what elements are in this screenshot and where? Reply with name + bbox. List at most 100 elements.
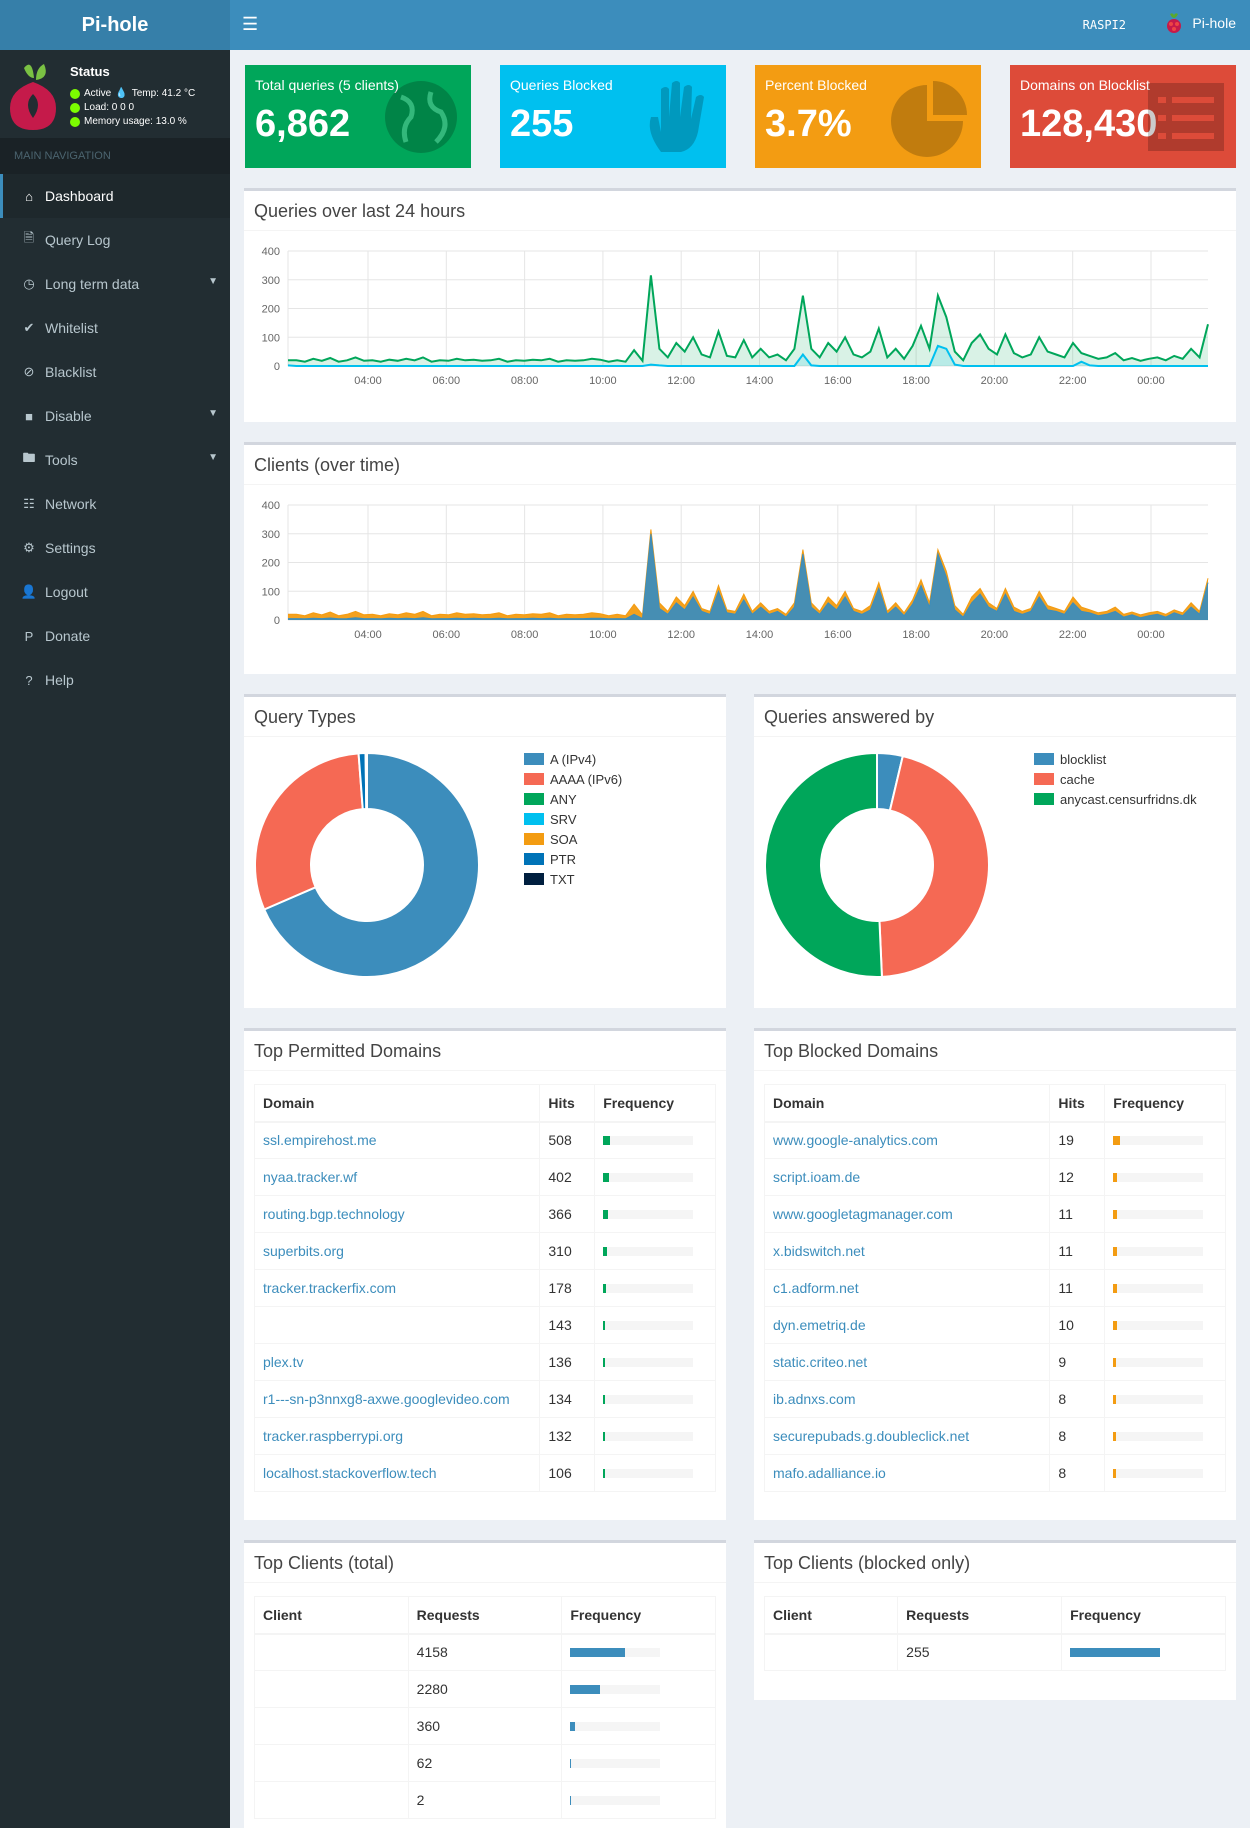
legend-label: anycast.censurfridns.dk (1060, 791, 1197, 807)
x-tick-label: 14:00 (746, 629, 774, 641)
status-temp: Temp: 41.2 °C (131, 88, 196, 99)
domain-link[interactable]: x.bidswitch.net (763, 1232, 1051, 1270)
legend-item[interactable]: SOA (524, 829, 622, 849)
pie-slice-a-ipv4-[interactable] (262, 752, 480, 978)
sidebar-item-tools[interactable]: 🖿 Tools ▼ (0, 438, 230, 482)
sidebar-item-query-log[interactable]: 🗎 Query Log (0, 218, 230, 262)
domain-link[interactable]: tracker.trackerfix.com (253, 1269, 541, 1307)
hand-icon (649, 81, 704, 152)
table-row: routing.bgp.technology 366 (253, 1195, 716, 1233)
domain-link[interactable]: www.googletagmanager.com (763, 1195, 1051, 1233)
chevron-down-icon[interactable]: ▼ (208, 276, 218, 287)
column-header[interactable]: Client (763, 1596, 899, 1635)
sidebar-item-disable[interactable]: ■ Disable ▼ (0, 394, 230, 438)
chevron-down-icon[interactable]: ▼ (208, 452, 218, 463)
table-row: superbits.org 310 (253, 1232, 716, 1270)
frequency-bar-fill (1113, 1283, 1118, 1293)
pie-slice-cache[interactable] (878, 754, 990, 978)
domain-link[interactable]: static.criteo.net (763, 1343, 1051, 1381)
clients-chart[interactable]: 0 100 200 300 400 04:00 06:00 08:00 10:00 12:00 14… (244, 485, 1236, 677)
count-cell: 136 (539, 1343, 596, 1381)
domain-link[interactable] (253, 1306, 541, 1344)
frequency-bar (603, 1283, 694, 1293)
domain-link[interactable]: superbits.org (253, 1232, 541, 1270)
table-row: dyn.emetriq.de 10 (763, 1306, 1226, 1344)
sidebar-item-whitelist[interactable]: ✔ Whitelist (0, 306, 230, 350)
frequency-bar (570, 1758, 661, 1768)
frequency-cell (1104, 1121, 1226, 1159)
column-header[interactable]: Domain (763, 1084, 1051, 1123)
column-header[interactable]: Domain (253, 1084, 541, 1123)
stat-value: 6,862 (255, 103, 351, 145)
domain-link[interactable]: nyaa.tracker.wf (253, 1158, 541, 1196)
column-header[interactable]: Hits (539, 1084, 596, 1123)
domain-link[interactable]: localhost.stackoverflow.tech (253, 1454, 541, 1492)
column-header[interactable]: Frequency (1061, 1596, 1226, 1635)
legend-item[interactable]: A (IPv4) (524, 749, 622, 769)
panel-title: Top Permitted Domains (244, 1031, 726, 1071)
column-header[interactable]: Client (254, 1596, 409, 1635)
pie-slice-aaaa-ipv6-[interactable] (254, 752, 364, 911)
domain-link[interactable]: ssl.empirehost.me (253, 1121, 541, 1159)
sidebar-item-network[interactable]: ☷ Network (0, 482, 230, 526)
frequency-cell (594, 1306, 716, 1344)
column-header[interactable]: Frequency (1104, 1084, 1226, 1123)
legend-item[interactable]: TXT (524, 869, 622, 889)
domain-link[interactable]: dyn.emetriq.de (763, 1306, 1051, 1344)
pie-slice-txt[interactable] (364, 752, 368, 811)
legend-item[interactable]: blocklist (1034, 749, 1197, 769)
stat-box-2: Percent Blocked 3.7% (755, 65, 981, 168)
frequency-cell (561, 1633, 716, 1671)
domain-link[interactable]: r1---sn-p3nnxg8-axwe.googlevideo.com (253, 1380, 541, 1418)
menu-toggle-icon[interactable]: ☰ (242, 14, 259, 34)
logo[interactable]: Pi-hole (0, 0, 230, 50)
legend-item[interactable]: PTR (524, 849, 622, 869)
answered-by-legend: blocklist cache anycast.censurfridns.dk (1034, 749, 1197, 809)
sidebar-item-donate[interactable]: P Donate (0, 614, 230, 658)
x-tick-label: 04:00 (354, 629, 382, 641)
pie-slice-anycast-censurfridns-dk[interactable] (764, 752, 883, 978)
column-header[interactable]: Frequency (594, 1084, 716, 1123)
sidebar-item-settings[interactable]: ⚙ Settings (0, 526, 230, 570)
domain-link[interactable]: script.ioam.de (763, 1158, 1051, 1196)
frequency-bar (1113, 1468, 1204, 1478)
domain-link[interactable]: mafo.adalliance.io (763, 1454, 1051, 1492)
sidebar-item-long-term-data[interactable]: ◷ Long term data ▼ (0, 262, 230, 306)
domain-link[interactable]: plex.tv (253, 1343, 541, 1381)
table-row: www.google-analytics.com 19 (763, 1121, 1226, 1159)
domain-link[interactable]: c1.adform.net (763, 1269, 1051, 1307)
frequency-bar (603, 1357, 694, 1367)
sidebar-item-blacklist[interactable]: ⊘ Blacklist (0, 350, 230, 394)
column-header[interactable]: Requests (407, 1596, 563, 1635)
legend-label: A (IPv4) (550, 751, 597, 767)
sidebar-item-dashboard[interactable]: ⌂ Dashboard (0, 174, 230, 218)
column-header[interactable]: Frequency (561, 1596, 716, 1635)
frequency-bar (603, 1135, 694, 1145)
top-permitted-panel: Top Permitted Domains Domain Hits Frequenc… (244, 1028, 726, 1520)
sidebar-item-logout[interactable]: 👤 Logout (0, 570, 230, 614)
legend-item[interactable]: SRV (524, 809, 622, 829)
query-types-donut[interactable] (254, 752, 480, 978)
domain-link[interactable]: routing.bgp.technology (253, 1195, 541, 1233)
answered-by-donut[interactable] (764, 752, 990, 978)
network-icon: ☷ (23, 496, 35, 511)
count-cell: 11 (1049, 1269, 1106, 1307)
column-header[interactable]: Hits (1049, 1084, 1106, 1123)
queries-chart[interactable]: 0 100 200 300 400 04:00 06:00 08:00 10:00 12:00 14… (244, 231, 1236, 425)
legend-label: PTR (550, 851, 576, 867)
legend-item[interactable]: AAAA (IPv6) (524, 769, 622, 789)
sidebar-item-help[interactable]: ? Help (0, 658, 230, 702)
legend-item[interactable]: ANY (524, 789, 622, 809)
domain-link[interactable]: www.google-analytics.com (763, 1121, 1051, 1159)
domain-link[interactable]: securepubads.g.doubleclick.net (763, 1417, 1051, 1455)
user-menu[interactable]: Pi-hole (1164, 12, 1236, 34)
legend-item[interactable]: cache (1034, 769, 1197, 789)
frequency-bar-fill (1113, 1394, 1117, 1404)
domain-link[interactable]: tracker.raspberrypi.org (253, 1417, 541, 1455)
chevron-down-icon[interactable]: ▼ (208, 408, 218, 419)
legend-item[interactable]: anycast.censurfridns.dk (1034, 789, 1197, 809)
domain-link[interactable]: ib.adnxs.com (763, 1380, 1051, 1418)
frequency-bar (603, 1320, 694, 1330)
column-header[interactable]: Requests (897, 1596, 1063, 1635)
frequency-cell (1104, 1232, 1226, 1270)
